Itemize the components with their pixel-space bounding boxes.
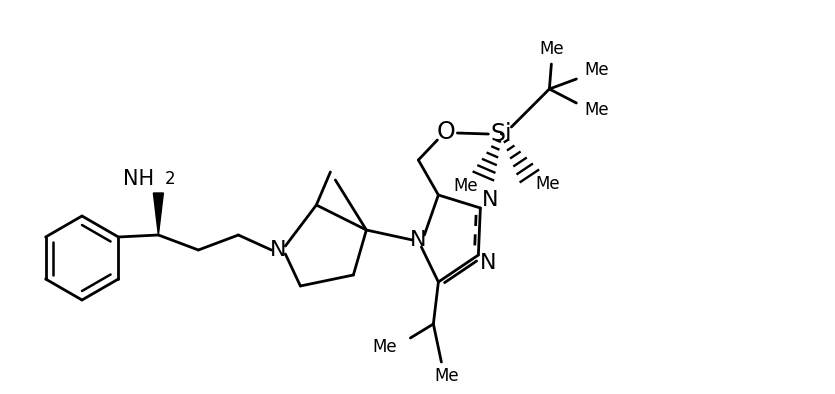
Polygon shape — [154, 193, 164, 235]
Text: Me: Me — [372, 338, 397, 356]
Text: 2: 2 — [165, 170, 175, 188]
Text: Me: Me — [453, 177, 478, 195]
Text: Me: Me — [539, 40, 564, 58]
Text: N: N — [410, 230, 427, 250]
Text: Me: Me — [584, 61, 609, 79]
Text: O: O — [437, 120, 456, 144]
Text: Me: Me — [535, 175, 559, 193]
Text: NH: NH — [123, 169, 154, 189]
Text: Si: Si — [490, 122, 512, 146]
Text: Me: Me — [584, 101, 609, 119]
Text: N: N — [482, 190, 498, 210]
Text: N: N — [480, 253, 497, 273]
Text: Me: Me — [434, 367, 458, 385]
Text: N: N — [271, 240, 286, 260]
